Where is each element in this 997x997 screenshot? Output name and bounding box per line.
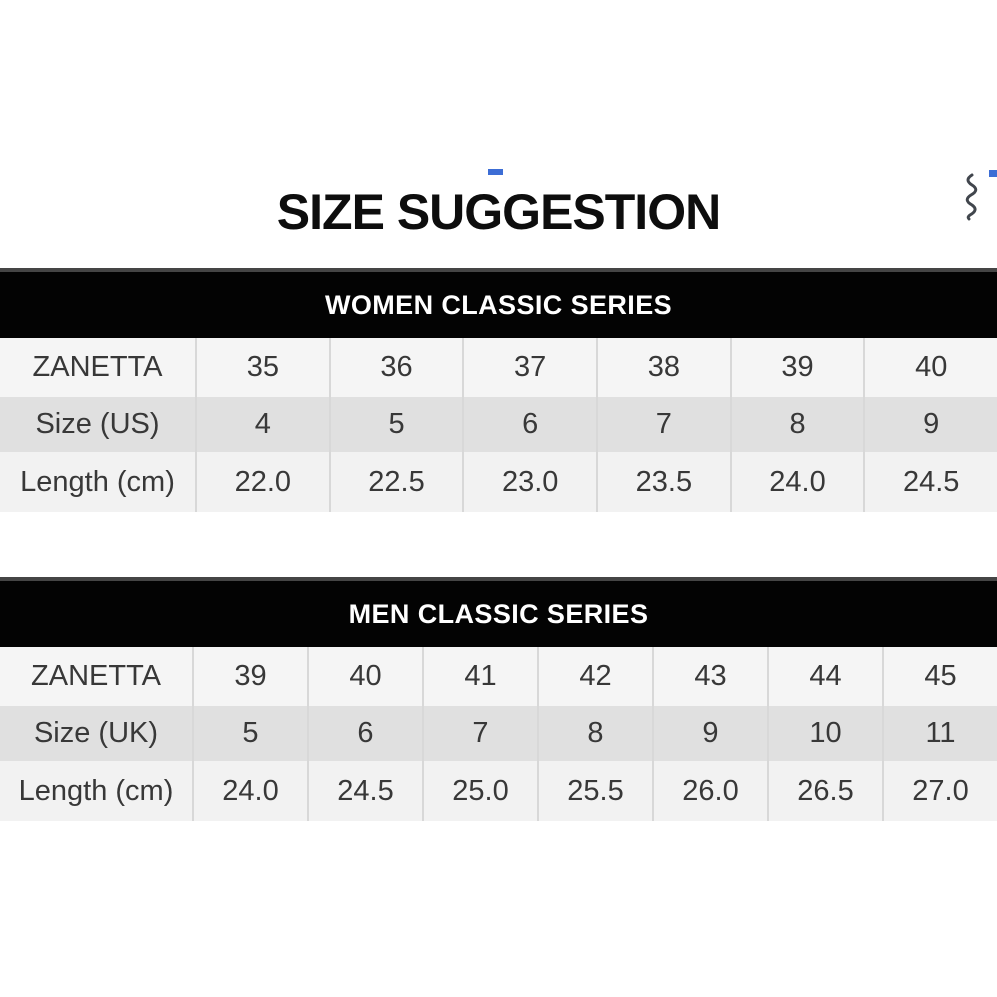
- table-row-length-women: Length (cm) 22.0 22.5 23.0 23.5 24.0 24.…: [0, 452, 997, 512]
- squiggle-scribble-icon: [965, 173, 978, 221]
- size-value: 27.0: [882, 761, 997, 821]
- size-value: 26.5: [767, 761, 882, 821]
- row-label: Length (cm): [20, 465, 175, 498]
- row-label: Size (UK): [33, 717, 159, 749]
- row-label: ZANETTA: [32, 351, 163, 383]
- table-row-length-men: Length (cm) 24.0 24.5 25.0 25.5 26.0 26.…: [0, 761, 997, 821]
- table-row-size-us: Size (US) 4 5 6 7 8 9: [0, 397, 997, 452]
- men-size-table: MEN CLASSIC SERIES ZANETTA 39 40 41 42 4…: [0, 577, 997, 821]
- size-value: 24.0: [192, 761, 307, 821]
- size-value: 35: [195, 338, 329, 397]
- size-value: 22.5: [328, 452, 463, 512]
- size-value: 45: [882, 647, 997, 706]
- size-value: 42: [537, 647, 652, 706]
- size-value: 24.0: [729, 452, 864, 512]
- size-value: 39: [192, 647, 307, 706]
- size-value: 9: [863, 397, 997, 452]
- size-value: 6: [307, 706, 422, 761]
- size-value: 7: [422, 706, 537, 761]
- size-value: 5: [328, 397, 463, 452]
- size-value: 24.5: [863, 452, 997, 512]
- size-value: 26.0: [652, 761, 767, 821]
- size-value: 40: [307, 647, 422, 706]
- table-row-zanetta-women: ZANETTA 35 36 37 38 39 40: [0, 338, 997, 397]
- size-value: 36: [328, 338, 463, 397]
- row-label: ZANETTA: [31, 660, 161, 692]
- size-value: 38: [596, 338, 730, 397]
- size-value: 44: [767, 647, 882, 706]
- size-value: 39: [729, 338, 864, 397]
- size-value: 8: [537, 706, 652, 761]
- size-value: 23.0: [462, 452, 596, 512]
- size-value: 25.5: [537, 761, 652, 821]
- table-row-size-uk: Size (UK) 5 6 7 8 9 10 11: [0, 706, 997, 761]
- blue-square-mark-top-right: [989, 170, 997, 177]
- size-value: 25.0: [422, 761, 537, 821]
- size-value: 7: [596, 397, 730, 452]
- size-value: 24.5: [307, 761, 422, 821]
- size-value: 40: [863, 338, 997, 397]
- row-label: Size (US): [35, 408, 160, 440]
- size-value: 5: [192, 706, 307, 761]
- size-value: 4: [195, 397, 329, 452]
- row-label: Length (cm): [18, 774, 174, 807]
- page-title: SIZE SUGGESTION: [276, 184, 721, 240]
- size-value: 10: [767, 706, 882, 761]
- size-value: 22.0: [195, 452, 329, 512]
- size-value: 11: [882, 706, 997, 761]
- size-value: 37: [462, 338, 596, 397]
- size-value: 43: [652, 647, 767, 706]
- size-value: 9: [652, 706, 767, 761]
- women-series-banner: WOMEN CLASSIC SERIES: [0, 268, 997, 338]
- size-value: 8: [729, 397, 864, 452]
- size-value: 23.5: [596, 452, 730, 512]
- table-row-zanetta-men: ZANETTA 39 40 41 42 43 44 45: [0, 647, 997, 706]
- women-size-table: WOMEN CLASSIC SERIES ZANETTA 35 36 37 38…: [0, 268, 997, 512]
- size-value: 6: [462, 397, 596, 452]
- blue-dash-mark-top: [488, 169, 503, 175]
- size-value: 41: [422, 647, 537, 706]
- men-series-banner: MEN CLASSIC SERIES: [0, 577, 997, 647]
